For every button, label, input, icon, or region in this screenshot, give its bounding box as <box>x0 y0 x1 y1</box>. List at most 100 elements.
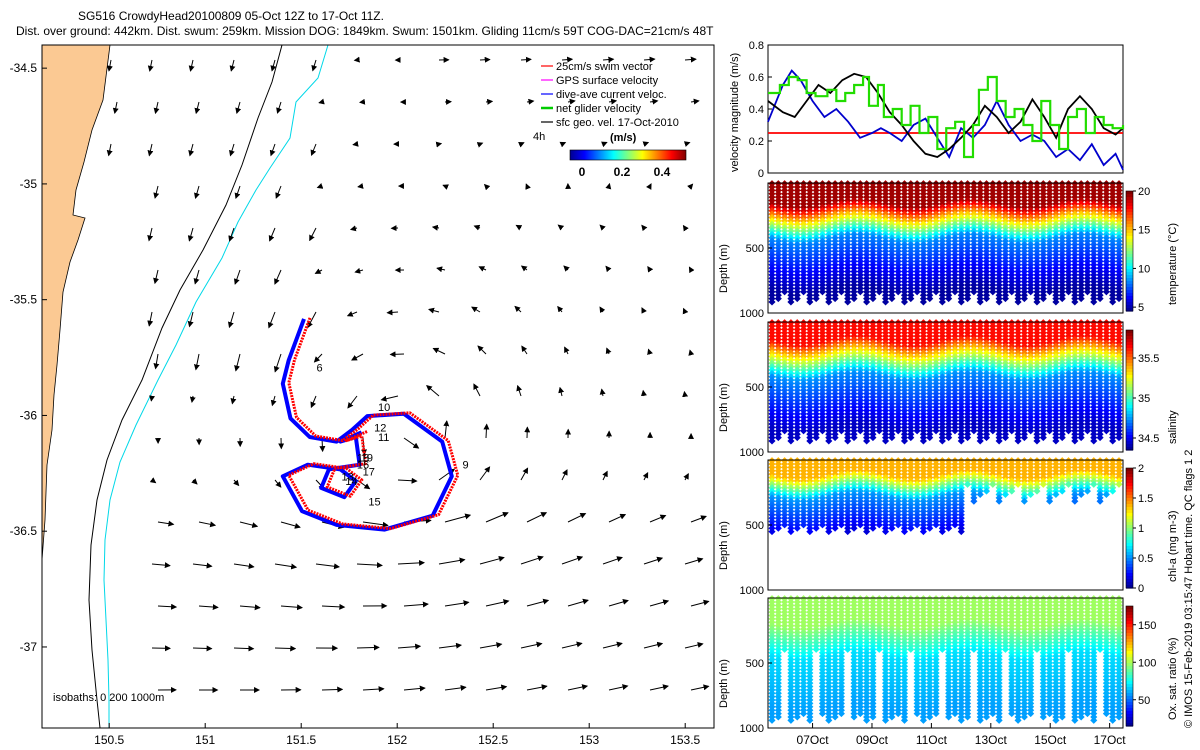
velocity-arrow <box>188 143 195 157</box>
velocity-arrow <box>106 59 113 72</box>
velocity-arrow <box>516 384 523 397</box>
map-xtick-label: 153.5 <box>670 733 700 747</box>
map-ytick-label: -35 <box>20 177 38 191</box>
velocity-arrow <box>313 353 323 363</box>
velocity-arrow <box>380 395 399 402</box>
velocity-arrow <box>270 59 277 72</box>
day-label: 19 <box>361 453 373 465</box>
velocity-arrow <box>608 513 627 523</box>
section-dots <box>768 180 1123 306</box>
velocity-arrow <box>147 311 154 327</box>
map-xtick-label: 151.5 <box>286 733 316 747</box>
velocity-arrow <box>567 513 587 523</box>
velocity-arrow <box>557 305 564 313</box>
velocity-arrow <box>643 556 664 565</box>
velocity-arrow <box>642 141 650 147</box>
map-ytick-label: -36.5 <box>10 524 38 538</box>
velocity-arrow <box>518 142 525 148</box>
colorbar-tick-label: 20 <box>1138 186 1150 198</box>
day-label: 11 <box>378 432 389 444</box>
velocity-arrow <box>567 98 576 105</box>
velocity-arrow <box>485 684 508 691</box>
velocity-arrow <box>479 466 491 481</box>
velocity-arrow <box>442 184 449 190</box>
velocity-arrow <box>688 349 695 356</box>
day-label: 10 <box>378 402 390 414</box>
map-xtick-label: 151 <box>195 733 215 747</box>
velocity-arrow <box>682 390 689 398</box>
velocity-arrow <box>403 601 429 608</box>
velocity-arrow <box>432 347 446 355</box>
velocity-arrow <box>239 521 259 529</box>
velocity-arrow-field <box>106 56 710 693</box>
velocity-arrow <box>608 684 629 691</box>
section-sample <box>781 288 789 296</box>
velocity-arrow <box>438 642 463 649</box>
velocity-arrow <box>602 56 615 63</box>
velocity-arrow <box>386 309 399 316</box>
day-label: 18 <box>357 453 369 465</box>
velocity-arrow <box>147 143 154 157</box>
velocity-arrow <box>153 269 159 285</box>
velocity-arrow <box>157 603 178 610</box>
section-sample <box>812 295 820 303</box>
velocity-arrow <box>599 306 606 314</box>
colorbar-tick-label: 15 <box>1138 225 1150 237</box>
velocity-arrow <box>193 269 200 285</box>
velocity-arrow <box>403 437 420 449</box>
velocity-arrow <box>473 383 481 397</box>
legend-label-swim: 25cm/s swim vector <box>556 61 653 73</box>
velocity-arrow <box>194 101 201 115</box>
velocity-arrow <box>641 224 648 232</box>
day-label: 17 <box>363 467 375 479</box>
velocity-arrow <box>521 345 528 355</box>
map-ytick-label: -36 <box>20 408 38 422</box>
section-sample <box>787 298 795 306</box>
velocity-arrow <box>602 641 623 649</box>
velocity-arrow <box>483 423 490 439</box>
velocity-arrow <box>564 346 570 355</box>
velocity-arrow <box>227 311 235 329</box>
velocity-arrow <box>444 513 472 523</box>
day-label: 6 <box>317 362 323 374</box>
velocity-arrow <box>235 101 242 115</box>
velocity-axes <box>767 44 1124 174</box>
velocity-arrow <box>602 470 608 481</box>
velocity-arrow <box>477 345 487 355</box>
map-xtick-label: 152.5 <box>478 733 508 747</box>
colorbar-tick-label: 10 <box>1138 263 1150 275</box>
section-sample <box>806 298 814 306</box>
velocity-arrow <box>520 467 529 481</box>
section-sample <box>768 298 776 306</box>
velocity-series-line <box>767 72 1124 158</box>
velocity-arrow <box>643 56 656 63</box>
velocity-arrow <box>647 348 653 356</box>
section-ylabel: Depth (m) <box>718 244 730 293</box>
section-sample <box>825 298 833 306</box>
velocity-arrow <box>157 520 175 527</box>
velocity-arrow <box>525 183 531 190</box>
velocity-arrow <box>684 557 704 565</box>
velocity-arrow <box>520 555 544 565</box>
velocity-arrow <box>233 479 240 487</box>
velocity-arrow <box>684 642 704 649</box>
map-frame <box>41 44 715 729</box>
velocity-arrow <box>688 266 695 274</box>
velocity-arrow <box>438 557 466 565</box>
day-label: 12 <box>374 423 386 435</box>
velocity-arrow <box>397 643 422 650</box>
velocity-arrow <box>307 311 317 329</box>
velocity-arrow <box>311 59 318 72</box>
velocity-arrow <box>106 143 113 157</box>
velocity-arrow <box>149 395 155 402</box>
velocity-arrow <box>599 388 606 397</box>
velocity-arrow <box>229 59 236 72</box>
time-label: 4h <box>533 131 545 143</box>
velocity-arrow <box>356 644 380 651</box>
velocity-ytick-label: 0 <box>758 168 764 180</box>
velocity-arrow <box>274 269 282 285</box>
velocity-arrow <box>147 227 154 242</box>
section-sample <box>818 288 827 296</box>
velocity-arrow <box>605 265 612 273</box>
